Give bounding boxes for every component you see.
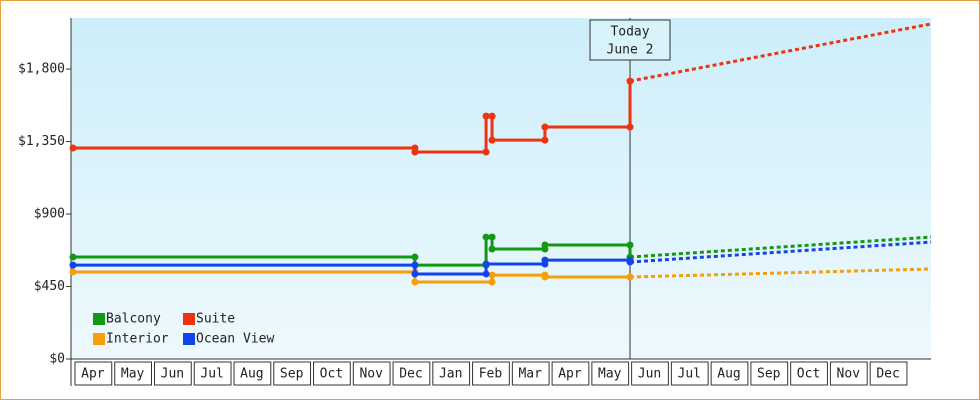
x-tick-cell — [114, 361, 153, 386]
price-point — [69, 253, 77, 261]
x-tick-label: Aug — [240, 367, 263, 382]
forecast-line — [629, 267, 932, 279]
plot-area — [71, 18, 931, 359]
today-date: June 2 — [607, 43, 654, 58]
price-point — [541, 241, 549, 249]
price-point — [411, 253, 419, 261]
x-tick-cell — [750, 361, 789, 386]
legend-swatch — [93, 333, 105, 345]
x-tick-cell — [869, 361, 908, 386]
price-point — [626, 273, 634, 281]
price-point — [411, 270, 419, 278]
price-point — [488, 136, 496, 144]
legend-label: Ocean View — [196, 332, 274, 347]
x-tick-cell — [233, 361, 272, 386]
x-tick-cell — [193, 361, 232, 386]
x-tick-cell — [710, 361, 749, 386]
x-tick-cell — [154, 361, 192, 386]
y-tick-label: $1,800 — [18, 62, 65, 77]
price-point — [626, 77, 634, 85]
x-tick-label: Feb — [479, 367, 503, 382]
price-point — [411, 261, 419, 269]
price-point — [69, 144, 77, 152]
x-tick-label: Oct — [797, 367, 820, 382]
today-label: Today — [610, 25, 649, 40]
x-tick-cell — [631, 361, 669, 386]
x-tick-cell — [352, 361, 391, 386]
price-point — [541, 256, 549, 264]
legend-swatch — [93, 313, 105, 325]
x-tick-label: Apr — [558, 367, 582, 382]
price-point — [69, 261, 77, 269]
price-point — [69, 268, 77, 276]
y-tick-label: $900 — [34, 207, 65, 222]
x-tick-cell — [551, 361, 590, 386]
price-point — [541, 273, 549, 281]
x-tick-label: Nov — [837, 367, 861, 382]
price-point — [626, 258, 634, 266]
price-point — [488, 278, 496, 286]
legend-swatch — [183, 333, 195, 345]
x-tick-label: Apr — [81, 367, 105, 382]
x-tick-cell — [670, 361, 709, 386]
x-tick-cell — [74, 361, 113, 386]
x-tick-label: Sep — [757, 367, 781, 382]
price-point — [626, 123, 634, 131]
x-tick-label: Mar — [518, 367, 542, 382]
price-point — [411, 148, 419, 156]
legend-swatch — [183, 313, 195, 325]
x-tick-cell — [313, 361, 351, 386]
x-tick-cell — [273, 361, 312, 386]
x-tick-label: May — [598, 367, 622, 382]
price-point — [482, 260, 490, 268]
price-point — [482, 148, 490, 156]
x-tick-label: Jul — [678, 367, 701, 382]
forecast-line — [629, 22, 932, 83]
x-tick-cell — [790, 361, 828, 386]
price-point — [488, 233, 496, 241]
x-tick-label: Jun — [638, 367, 661, 382]
legend-label: Balcony — [106, 312, 161, 327]
x-tick-cell — [511, 361, 550, 386]
x-tick-label: Jul — [200, 367, 223, 382]
forecast-line — [629, 235, 932, 259]
x-tick-label: Aug — [717, 367, 740, 382]
x-tick-cell — [472, 361, 510, 386]
price-point — [488, 271, 496, 279]
price-point — [411, 278, 419, 286]
price-point — [488, 245, 496, 253]
forecast-line — [629, 240, 932, 264]
legend-label: Suite — [196, 312, 235, 327]
x-tick-cell — [432, 361, 471, 386]
x-tick-label: Nov — [359, 367, 383, 382]
y-tick-label: $1,350 — [18, 134, 65, 149]
x-tick-label: Oct — [320, 367, 343, 382]
price-point — [541, 123, 549, 131]
legend-label: Interior — [106, 332, 169, 347]
x-tick-cell — [392, 361, 431, 386]
x-tick-label: Dec — [876, 367, 899, 382]
price-point — [626, 241, 634, 249]
x-tick-label: Sep — [280, 367, 304, 382]
x-tick-label: May — [121, 367, 145, 382]
y-tick-label: $450 — [34, 279, 65, 294]
y-tick-label: $0 — [49, 352, 65, 367]
price-point — [482, 112, 490, 120]
x-tick-label: Jan — [439, 367, 462, 382]
price-point — [482, 233, 490, 241]
today-box — [589, 19, 671, 61]
price-point — [541, 136, 549, 144]
x-tick-cell — [829, 361, 868, 386]
x-tick-label: Dec — [399, 367, 422, 382]
price-point — [482, 270, 490, 278]
x-tick-label: Jun — [161, 367, 184, 382]
price-point — [488, 112, 496, 120]
x-tick-cell — [591, 361, 630, 386]
